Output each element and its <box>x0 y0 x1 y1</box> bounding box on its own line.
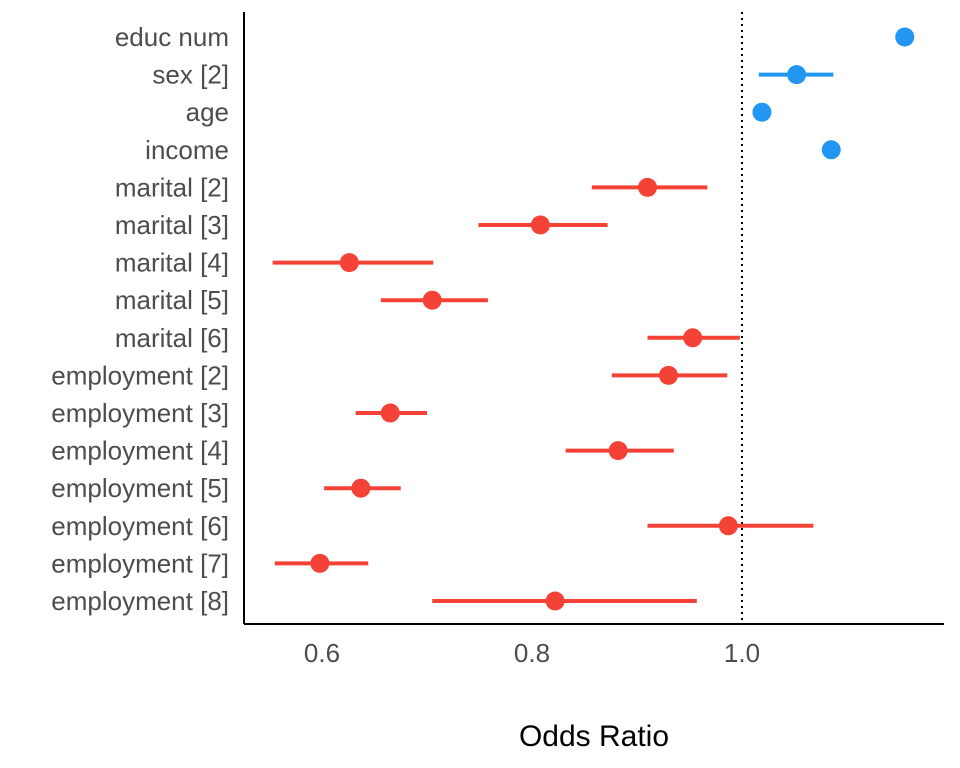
y-tick-label: employment [7] <box>51 548 229 578</box>
y-tick-label: employment [8] <box>51 586 229 616</box>
estimate-point <box>638 177 657 197</box>
estimate-point <box>718 516 738 536</box>
estimate-point <box>895 27 915 47</box>
y-tick-label: marital [5] <box>115 285 229 315</box>
x-tick-label: 0.6 <box>304 638 340 668</box>
x-tick-label: 1.0 <box>724 638 760 668</box>
estimate-point <box>380 403 400 423</box>
estimate-point <box>752 102 772 122</box>
estimate-point <box>530 215 550 235</box>
estimate-point <box>545 591 565 611</box>
y-tick-label: employment [6] <box>51 511 229 541</box>
estimate-point <box>422 290 442 310</box>
estimate-point <box>608 441 628 461</box>
estimate-point <box>683 328 703 348</box>
y-tick-label: marital [6] <box>115 323 229 353</box>
estimate-point <box>310 553 330 573</box>
estimate-point <box>351 478 371 498</box>
estimate-point <box>339 253 359 273</box>
y-tick-label: employment [2] <box>51 360 229 390</box>
y-tick-label: employment [4] <box>51 436 229 466</box>
point-estimates <box>310 27 915 611</box>
y-tick-labels: educ num sex [2] age income marital [2] marit… <box>51 22 229 616</box>
y-tick-label: sex [2] <box>152 60 229 90</box>
confidence-intervals <box>272 72 834 603</box>
y-tick-label: marital [4] <box>115 248 229 278</box>
estimate-point <box>787 65 807 85</box>
y-tick-label: age <box>186 97 229 127</box>
y-tick-label: marital [2] <box>115 172 229 202</box>
y-tick-label: employment [3] <box>51 398 229 428</box>
x-tick-label: 0.8 <box>514 638 550 668</box>
x-axis-title: Odds Ratio <box>519 720 669 753</box>
y-tick-label: marital [3] <box>115 210 229 240</box>
x-tick-labels: 0.6 0.8 1.0 <box>304 638 760 668</box>
estimate-point <box>821 140 841 160</box>
y-tick-label: educ num <box>115 22 229 52</box>
y-tick-label: employment [5] <box>51 473 229 503</box>
estimate-point <box>659 365 678 385</box>
y-tick-label: income <box>145 135 229 165</box>
